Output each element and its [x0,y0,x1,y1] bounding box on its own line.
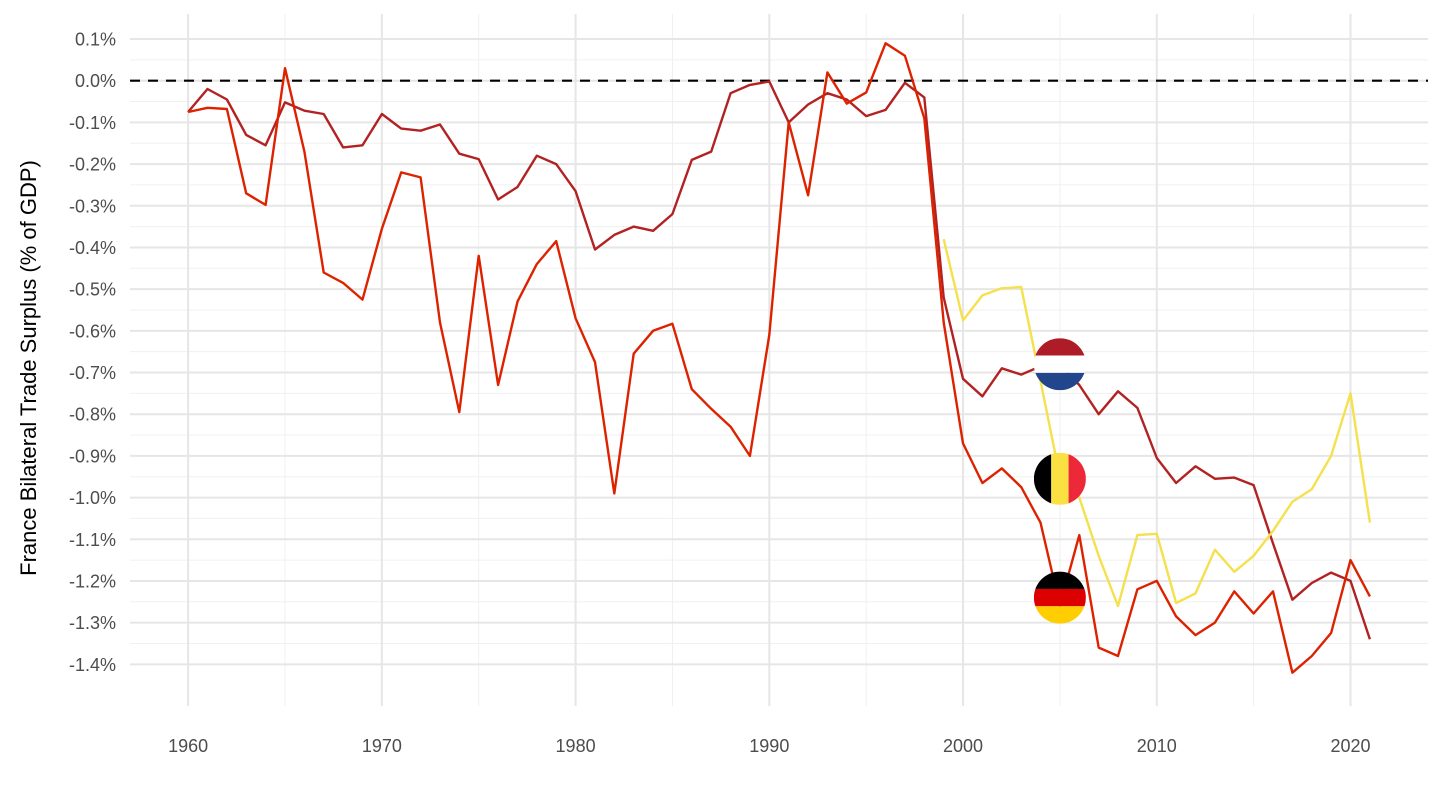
y-tick-label: 0.1% [75,30,116,50]
flag-band-white [1033,355,1086,373]
series-line-germany [187,42,1371,674]
belgium-flag-bands [1033,452,1086,505]
series-germany [187,42,1371,674]
y-tick-label: -0.3% [69,196,116,216]
y-tick-label: -0.7% [69,363,116,383]
flag-band-yellow [1051,452,1069,505]
series-line-netherlands [187,80,1372,640]
x-tick-label: 2020 [1330,736,1370,756]
y-axis-title: France Bilateral Trade Surplus (% of GDP… [16,160,41,576]
flag-band-red [1033,338,1086,356]
y-tick-label: -0.5% [69,280,116,300]
x-tick-label: 1990 [749,736,789,756]
belgium-flag-icon [1033,452,1086,505]
minor-gridlines [130,14,1428,706]
x-tick-label: 1970 [362,736,402,756]
y-tick-label: -1.3% [69,613,116,633]
y-tick-label: -0.6% [69,321,116,341]
y-tick-label: 0.0% [75,71,116,91]
series-belgium [942,238,1372,608]
flag-band-blue [1033,372,1086,391]
y-axis-ticks: 0.1% 0.0% -0.1% -0.2% -0.3% -0.4% -0.5% -0.6% -0… [69,30,116,675]
x-axis-ticks: 1960 1970 1980 1990 2000 2010 2020 [168,736,1370,756]
netherlands-flag-bands [1033,338,1086,391]
x-tick-label: 1960 [168,736,208,756]
series-netherlands [187,80,1372,640]
x-tick-label: 2000 [943,736,983,756]
flag-band-gold [1033,606,1086,624]
x-tick-label: 1980 [556,736,596,756]
flag-band-black [1033,452,1052,505]
x-tick-label: 2010 [1137,736,1177,756]
y-tick-label: -0.4% [69,238,116,258]
flag-band-red [1068,452,1086,505]
y-tick-label: -0.9% [69,446,116,466]
flag-band-black [1033,571,1086,589]
major-gridlines [130,14,1428,706]
germany-flag-icon [1033,571,1086,624]
y-tick-label: -0.2% [69,155,116,175]
y-tick-label: -1.4% [69,655,116,675]
netherlands-flag-icon [1033,338,1086,391]
y-tick-label: -0.1% [69,113,116,133]
series-layer [187,42,1372,674]
y-tick-label: -1.1% [69,530,116,550]
flag-markers [1033,338,1086,624]
y-tick-label: -0.8% [69,405,116,425]
y-tick-label: -1.2% [69,571,116,591]
germany-flag-bands [1033,571,1086,624]
y-tick-label: -1.0% [69,488,116,508]
flag-band-red [1033,588,1086,607]
